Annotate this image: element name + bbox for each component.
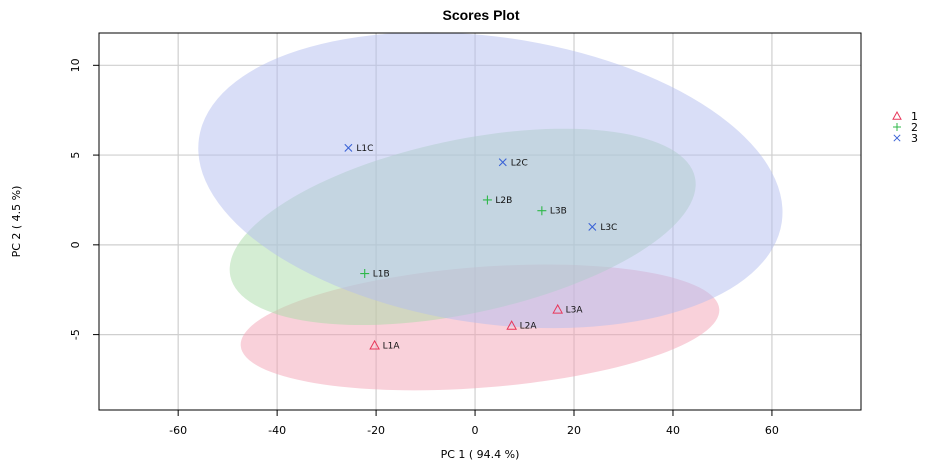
point-marker-L1A: [369, 339, 380, 350]
point-marker-L3B: [537, 206, 547, 216]
point-label-L1B: L1B: [373, 270, 390, 280]
point-label-L3B: L3B: [550, 207, 567, 217]
x-tick-label: 60: [765, 424, 779, 437]
x-tick-label: -60: [169, 424, 187, 437]
x-tick-label: -40: [268, 424, 286, 437]
axes: -60 -40 -20 0 20 40 60 -5 0 5 10: [69, 58, 779, 437]
y-tick-label: 0: [69, 241, 82, 248]
point-label-L1C: L1C: [356, 144, 373, 154]
x-tick-label: 20: [567, 424, 581, 437]
y-tick-label: 10: [69, 58, 82, 72]
legend: 123: [892, 110, 918, 145]
chart-title: Scores Plot: [442, 7, 519, 23]
point-marker-L1C: [344, 143, 353, 152]
point-label-L2A: L2A: [520, 322, 538, 332]
x-axis-title: PC 1 ( 94.4 %): [441, 448, 520, 461]
ellipse-group-3: [198, 32, 783, 329]
x-tick-label: 40: [666, 424, 680, 437]
point-marker-L3A: [552, 303, 564, 314]
x-tick-label: 0: [472, 424, 479, 437]
legend-label-3: 3: [911, 132, 918, 145]
point-label-L1A: L1A: [383, 341, 401, 351]
legend-label-2: 2: [911, 121, 918, 134]
point-marker-L2C: [498, 158, 507, 167]
x-tick-label: -20: [367, 424, 385, 437]
legend-marker-2: [893, 123, 901, 131]
point-marker-L2A: [506, 320, 518, 330]
point-marker-L1B: [360, 269, 370, 279]
point-label-L3A: L3A: [566, 305, 584, 315]
point-label-L3C: L3C: [600, 223, 617, 233]
point-marker-L2B: [482, 195, 492, 205]
legend-label-1: 1: [911, 110, 918, 123]
data-points: L1A L2A L3A L1B L2B L3B L1C L2C L3C: [344, 143, 617, 351]
plot-frame: [98, 32, 862, 411]
confidence-ellipses: [198, 32, 783, 391]
y-tick-label: -5: [69, 329, 82, 340]
y-tick-label: 5: [69, 152, 82, 159]
legend-marker-3: [893, 134, 901, 142]
point-label-L2C: L2C: [511, 158, 528, 168]
y-axis-title: PC 2 ( 4.5 %): [10, 186, 23, 258]
point-label-L2B: L2B: [495, 196, 512, 206]
legend-marker-1: [892, 110, 902, 120]
point-marker-L3C: [588, 222, 597, 231]
